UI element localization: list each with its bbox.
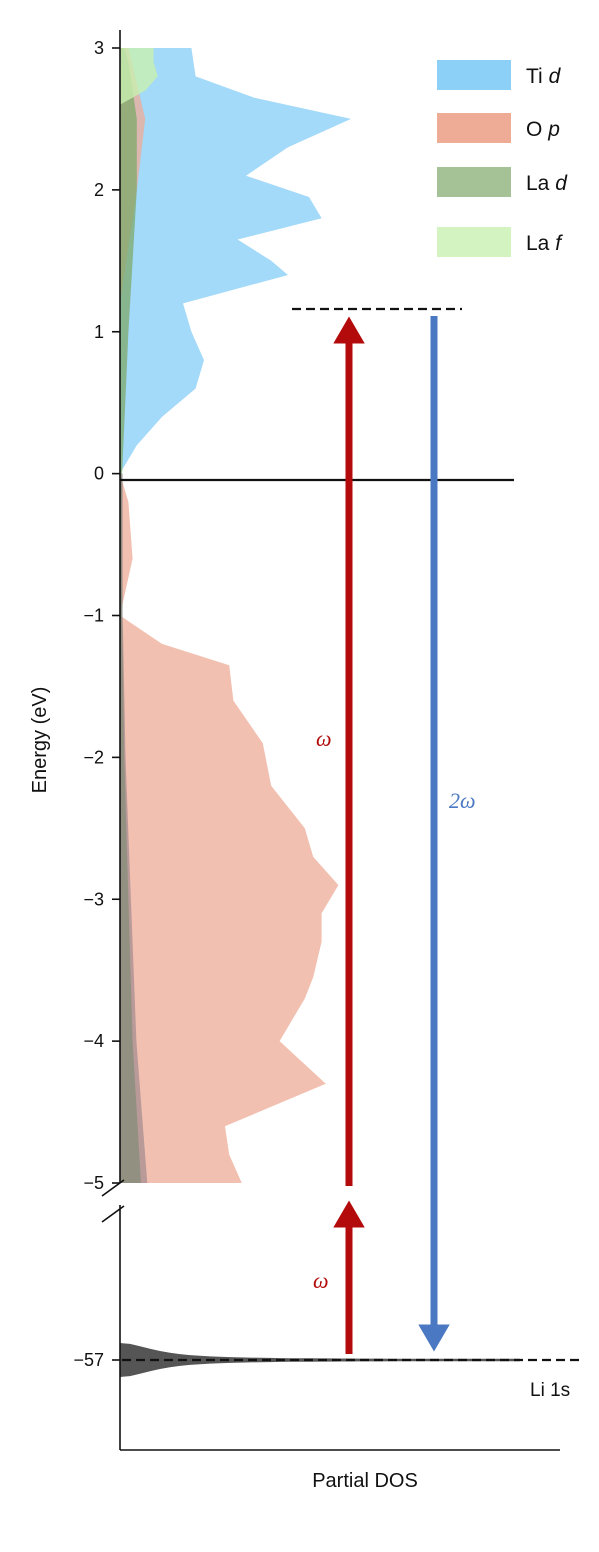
- y-tick-label: −3: [83, 889, 104, 909]
- y-tick-label: −2: [83, 747, 104, 767]
- legend-label-ti-d: Ti d: [526, 65, 562, 88]
- two-omega-label: 2ω: [449, 788, 476, 813]
- series-ti-d-area: [120, 48, 351, 474]
- legend-swatch-la-d: [437, 167, 511, 197]
- li-1s-label: Li 1s: [530, 1380, 570, 1401]
- omega-label-upper: ω: [316, 726, 332, 751]
- series-la-d-lower-area: [120, 473, 148, 1184]
- core-tick-label: −57: [73, 1350, 104, 1370]
- y-axis: 3 2 1 0 −1 −2 −3 −4 −5 −57: [73, 30, 560, 1451]
- x-axis-title: Partial DOS: [312, 1470, 418, 1492]
- legend: Ti d O p La d La f: [437, 60, 568, 257]
- y-tick-label: −1: [83, 606, 104, 626]
- y-tick-label: −4: [83, 1031, 104, 1051]
- series-la-f-area: [120, 48, 158, 105]
- legend-label-o-p: O p: [526, 118, 560, 141]
- y-ticks: 3 2 1 0 −1 −2 −3 −4 −5 −57: [73, 38, 120, 1370]
- legend-swatch-o-p: [437, 113, 511, 143]
- y-tick-label: 3: [94, 38, 104, 58]
- legend-swatch-ti-d: [437, 60, 511, 90]
- series-o-p-area: [120, 48, 339, 1183]
- y-tick-label: −5: [83, 1173, 104, 1193]
- y-tick-label: 1: [94, 322, 104, 342]
- omega-label-lower: ω: [313, 1268, 329, 1293]
- axis-break-mark-upper: [101, 1179, 125, 1197]
- y-tick-label: 2: [94, 180, 104, 200]
- axis-break-mark-lower: [101, 1205, 125, 1223]
- y-tick-label: 0: [94, 464, 104, 484]
- legend-swatch-la-f: [437, 227, 511, 257]
- legend-label-la-f: La f: [526, 232, 563, 255]
- legend-label-la-d: La d: [526, 172, 568, 195]
- y-axis-title: Energy (eV): [29, 687, 51, 794]
- dos-layers: [120, 48, 351, 1184]
